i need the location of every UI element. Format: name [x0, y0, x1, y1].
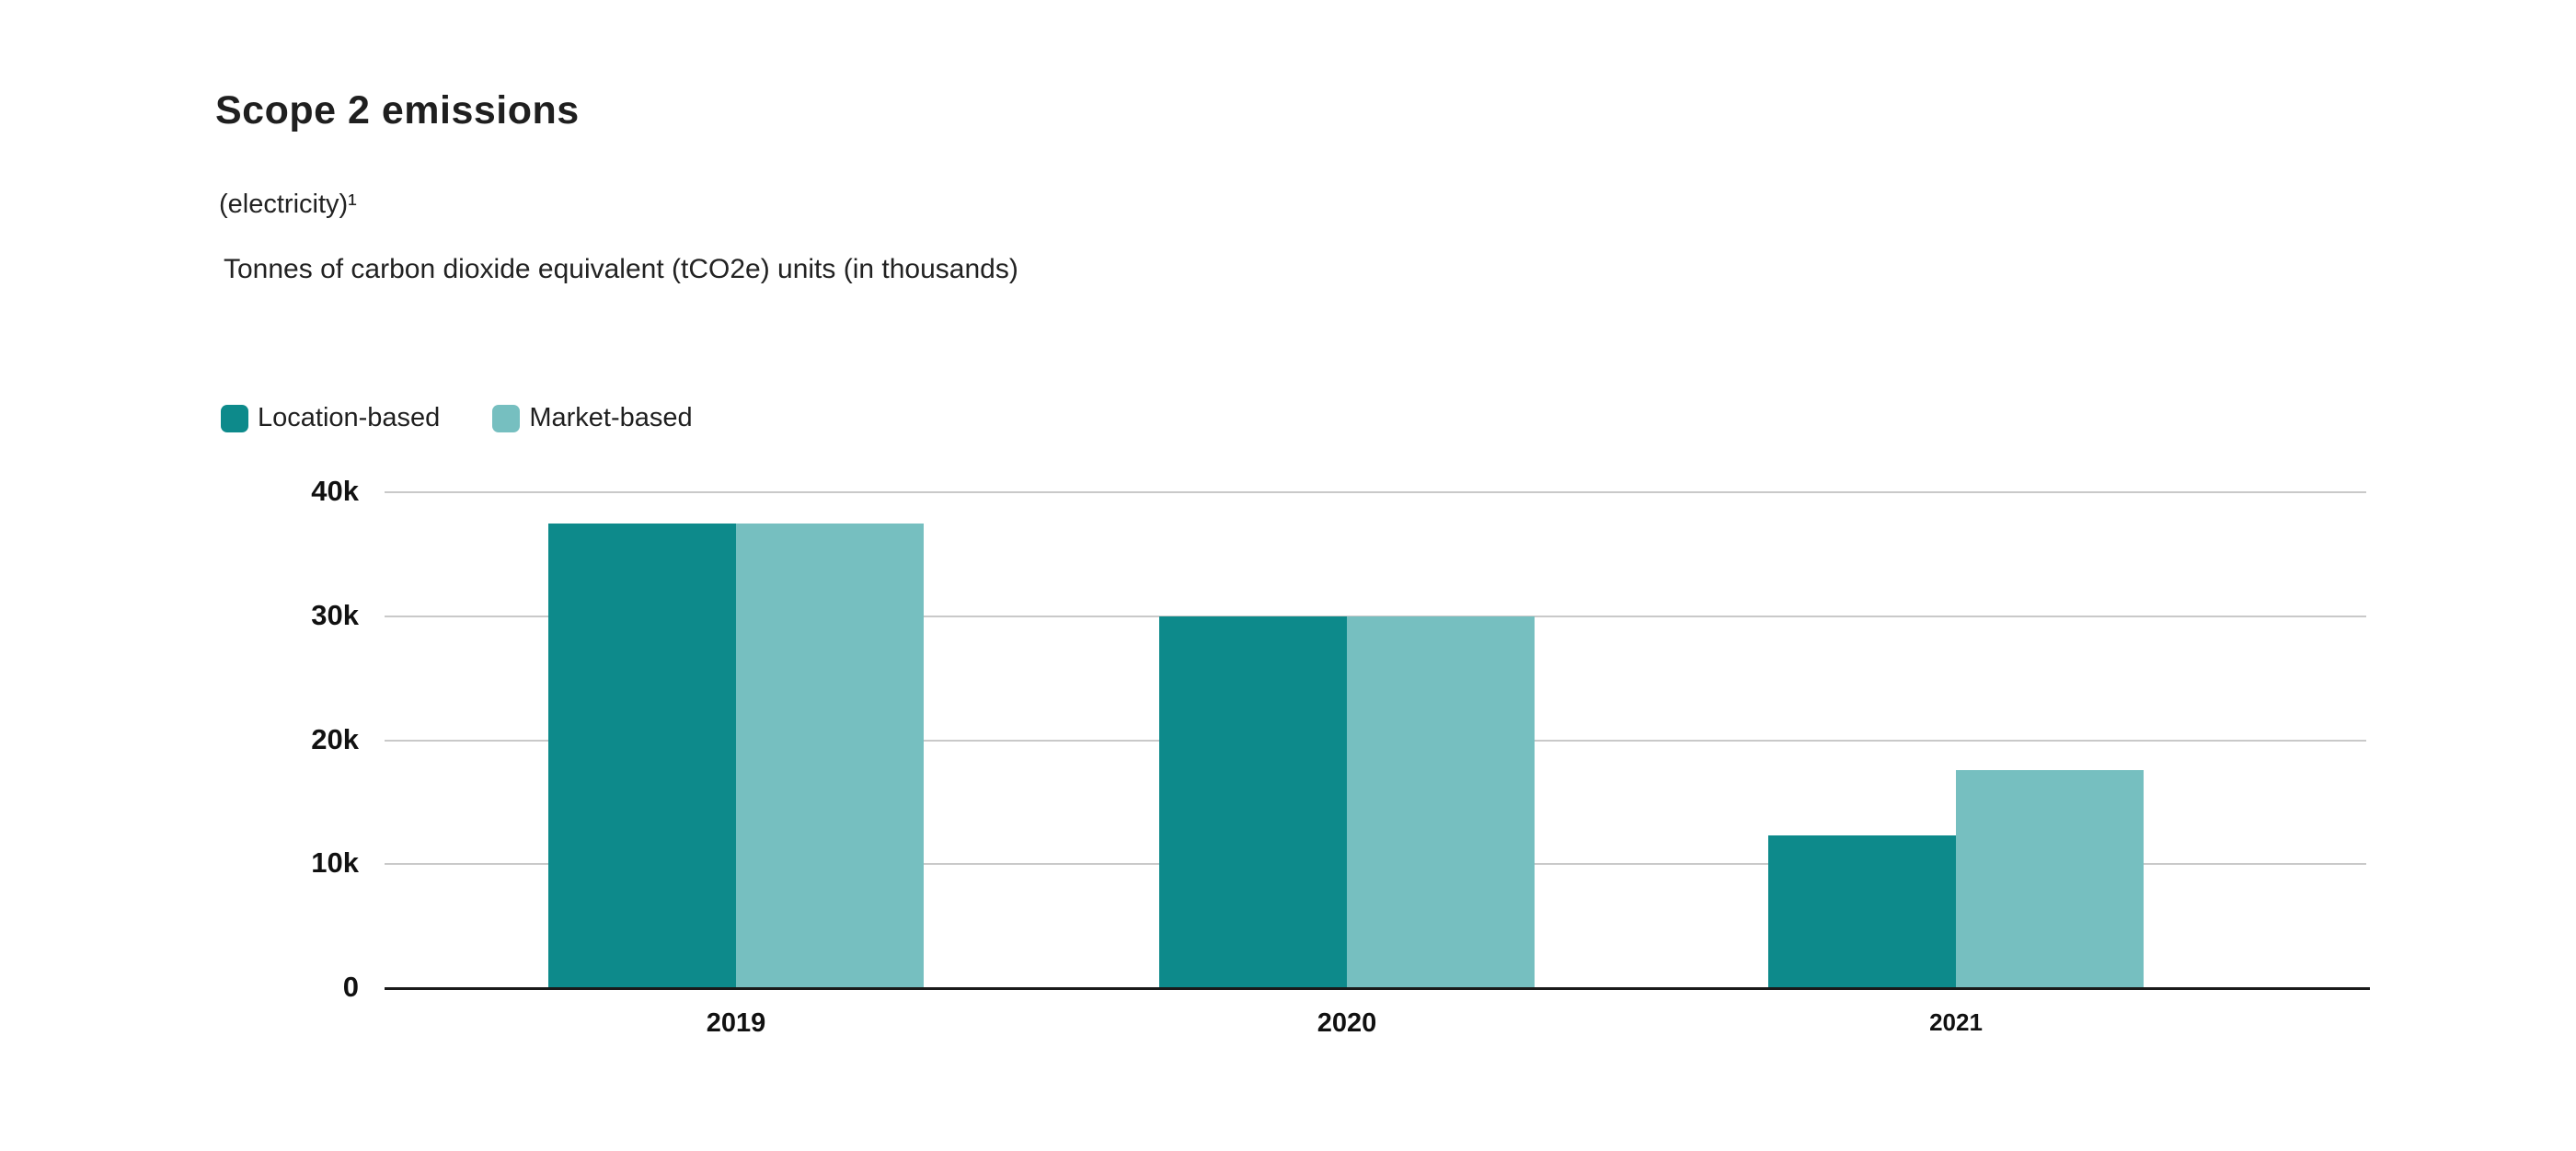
y-tick-label-40k: 40k [311, 475, 359, 507]
legend: Location-based Market-based [221, 403, 693, 433]
plot-area [385, 491, 2370, 990]
legend-item-market-based: Market-based [492, 403, 693, 433]
bar-market-based-2019 [736, 523, 924, 988]
gridline-40k [385, 491, 2366, 493]
bar-location-based-2019 [548, 523, 736, 988]
y-tick-label-10k: 10k [311, 846, 359, 880]
subtitle-units: Tonnes of carbon dioxide equivalent (tCO… [224, 254, 1018, 284]
bar-location-based-2020 [1159, 616, 1347, 988]
x-tick-label-2021: 2021 [1929, 1008, 1983, 1036]
x-tick-label-2019: 2019 [706, 1008, 766, 1038]
x-axis-baseline [385, 987, 2370, 990]
y-tick-label-30k: 30k [311, 598, 359, 631]
bar-market-based-2020 [1347, 616, 1535, 988]
legend-item-location-based: Location-based [221, 403, 440, 433]
subtitle-note: (electricity)¹ [219, 190, 357, 219]
x-tick-label-2020: 2020 [1317, 1008, 1377, 1038]
location-based-swatch-icon [221, 404, 248, 432]
bar-location-based-2021 [1768, 835, 1956, 988]
market-based-swatch-icon [492, 404, 521, 432]
page-title: Scope 2 emissions [215, 88, 580, 132]
y-tick-label-0: 0 [342, 971, 359, 1003]
legend-label-location-based: Location-based [258, 403, 441, 432]
legend-label-market-based: Market-based [529, 403, 693, 432]
y-tick-label-20k: 20k [311, 722, 359, 755]
bar-market-based-2021 [1956, 769, 2144, 988]
